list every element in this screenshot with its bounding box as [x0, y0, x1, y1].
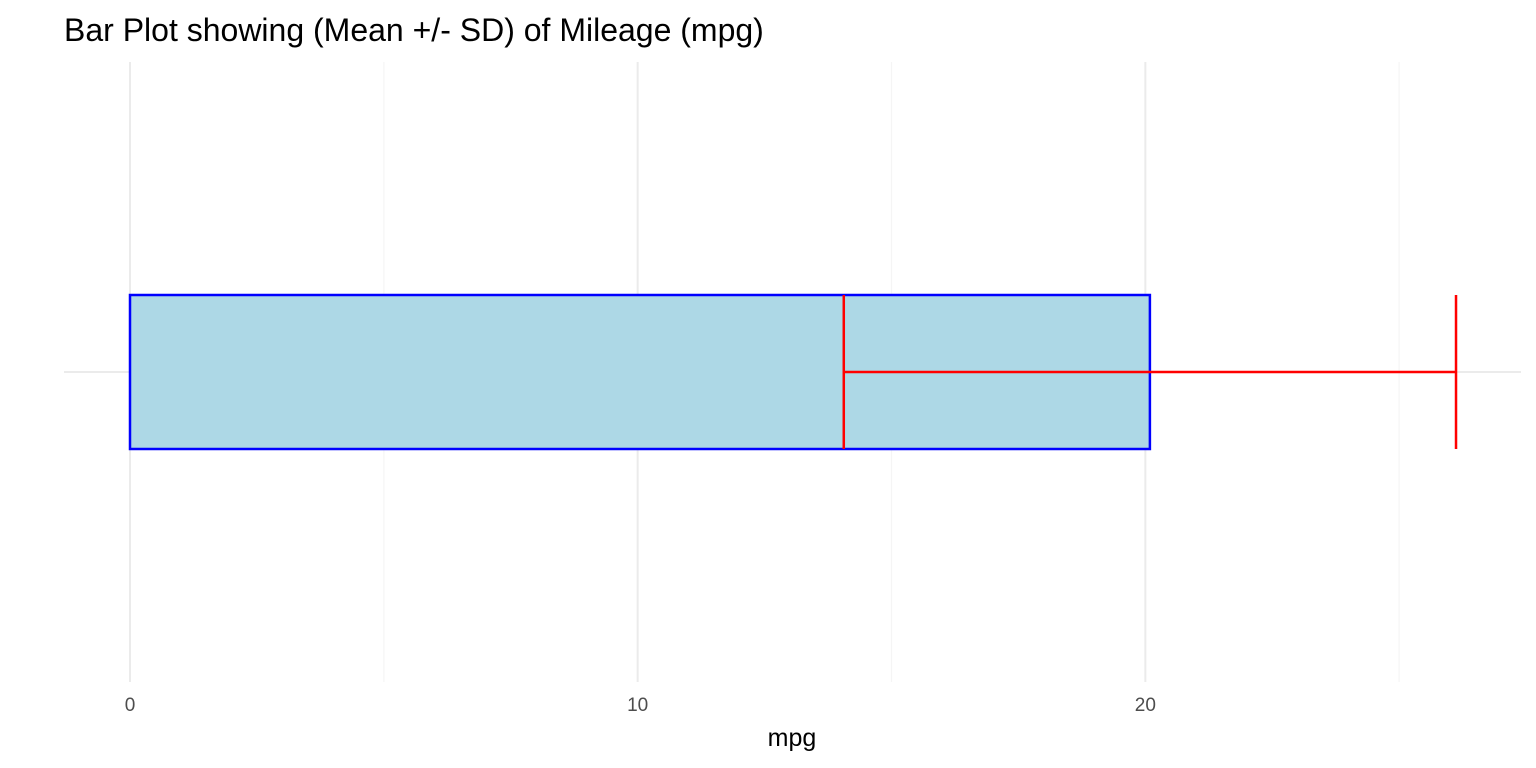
- x-tick-label: 0: [125, 695, 136, 716]
- x-ticks: 0 10 20: [125, 695, 1156, 716]
- x-tick-label: 20: [1135, 695, 1156, 716]
- chart-title: Bar Plot showing (Mean +/- SD) of Mileag…: [64, 12, 764, 48]
- bars: [128, 293, 1458, 451]
- x-axis-label: mpg: [768, 724, 817, 752]
- x-tick-label: 10: [627, 695, 648, 716]
